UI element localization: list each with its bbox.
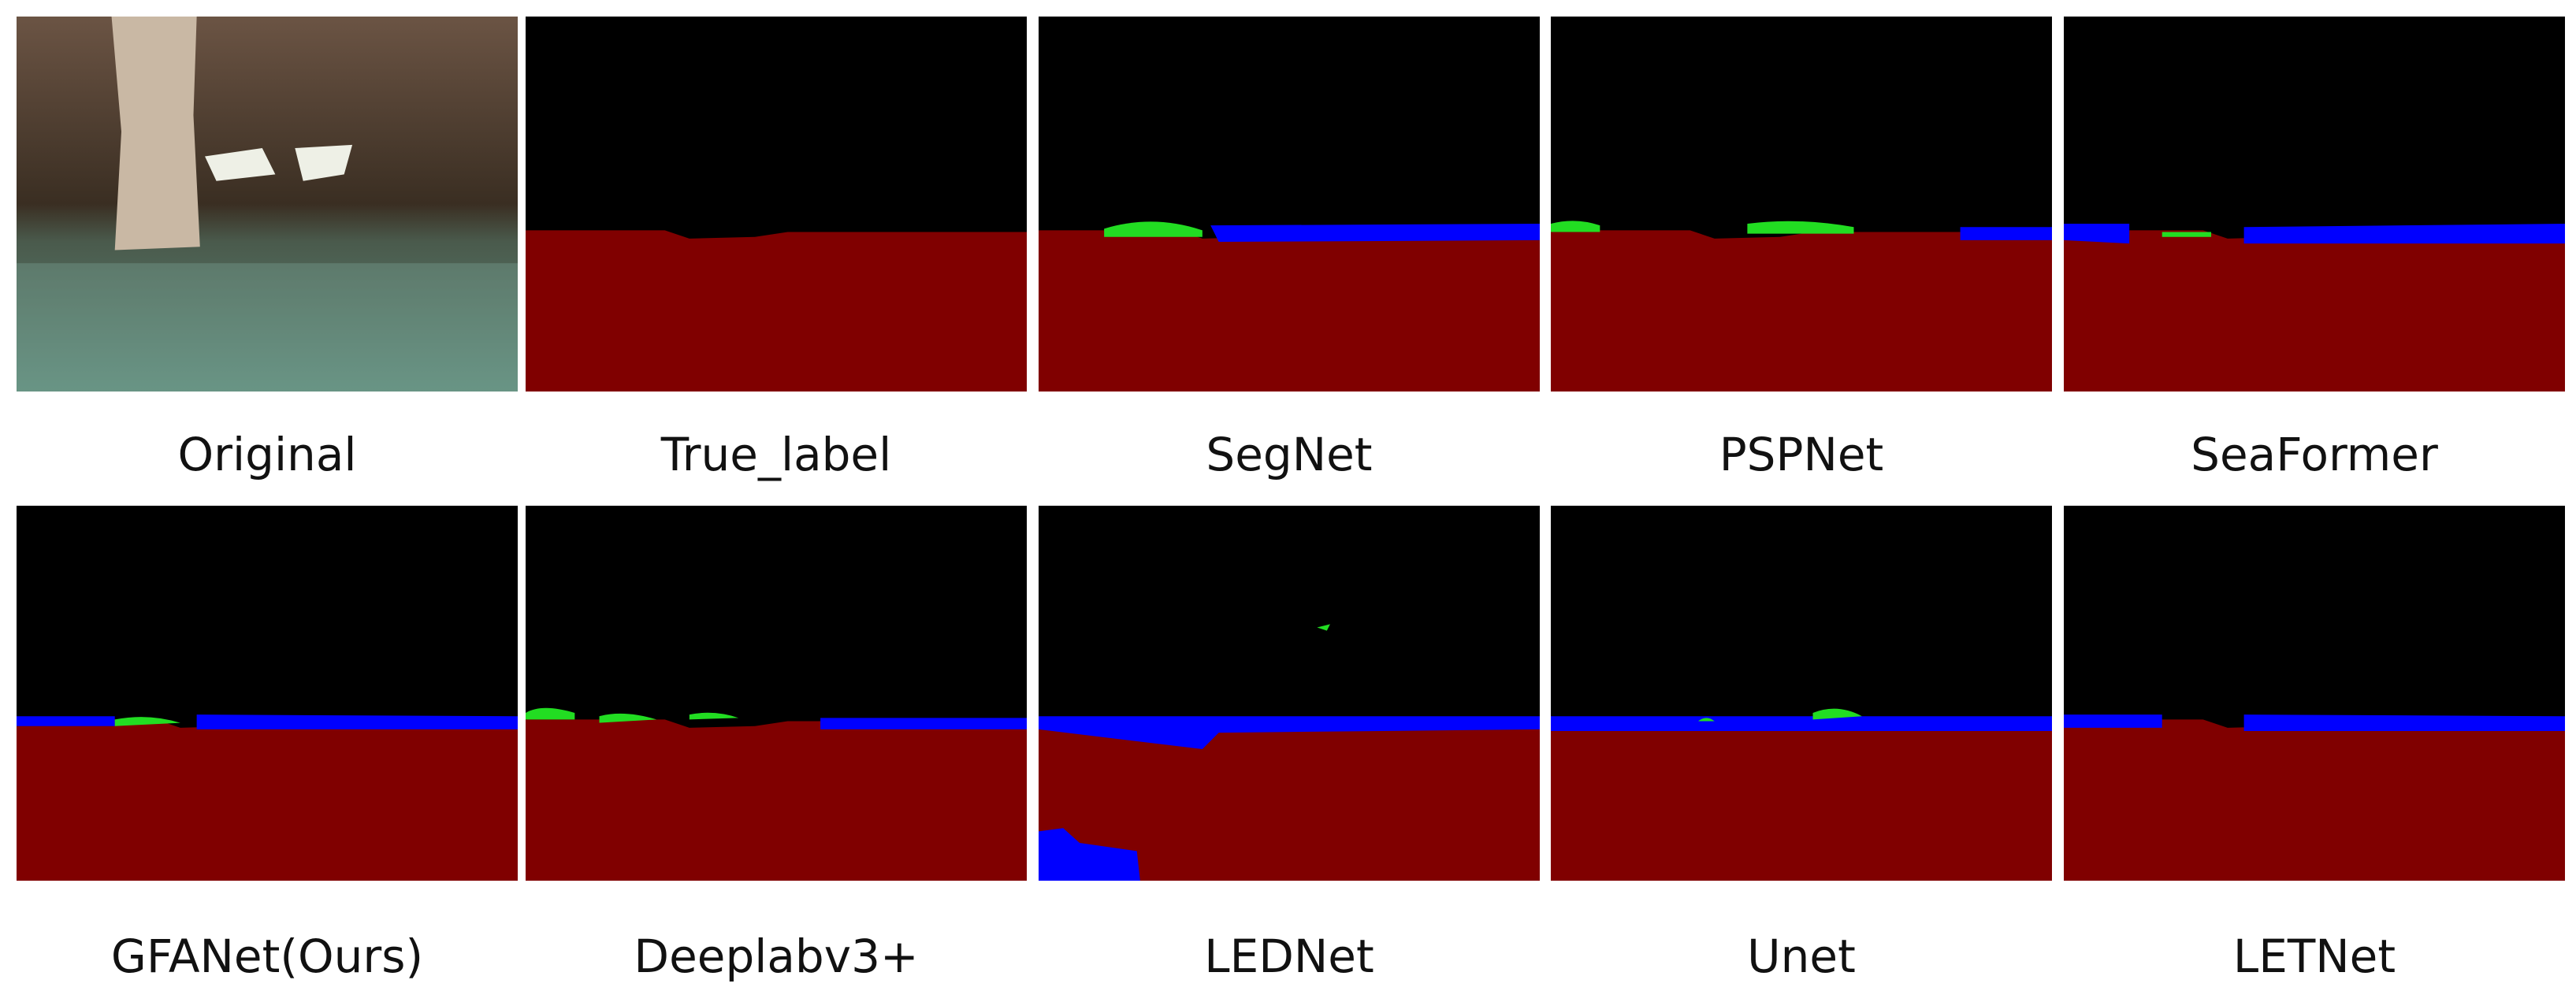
water-class [1039,719,1540,881]
water-class [1551,719,2052,881]
class-region [1039,716,1540,881]
class-region [2064,714,2565,732]
segmentation-mask [1551,506,2052,881]
class-region [1104,221,1203,237]
class-region [820,718,1027,729]
water-class [1039,230,1540,392]
segmentation-mask [17,506,518,881]
original-image [17,17,518,392]
light-opening [205,144,353,181]
panel-label: PSPNet [1719,428,1884,481]
class-region [1551,221,1854,234]
segmentation-mask [2064,506,2565,881]
panel-label: True_label [660,428,892,481]
panel-label: Unet [1747,930,1856,983]
panel-label: LETNet [2232,930,2396,983]
water [17,263,518,392]
water-class [17,719,518,881]
class-region [526,707,739,723]
class-region [1317,624,1330,631]
class-region [2064,224,2565,244]
panel-label: LEDNet [1204,930,1374,983]
water-class [1551,230,2052,392]
class-region [1698,708,1862,722]
panel-label: GFANet(Ours) [110,930,424,983]
segmentation-mask [526,17,1027,392]
water-class [526,230,1027,392]
water-class [526,719,1027,881]
panel-label: SegNet [1206,428,1373,481]
segmentation-mask [1551,17,2052,392]
class-region [1551,716,2052,732]
class-region [1210,224,1540,243]
panel-label: Original [177,428,357,481]
water-class [2064,230,2565,392]
panel-label: Deeplabv3+ [634,930,919,983]
class-region [114,717,180,726]
class-region [1960,227,2052,240]
cave-bg [17,17,518,392]
water-class [2064,719,2565,881]
class-region [2162,232,2212,237]
segmentation-mask [1039,506,1540,881]
segmentation-mask [2064,17,2565,392]
pillar [111,17,200,250]
class-region [17,714,518,729]
panel-label: SeaFormer [2191,428,2438,481]
segmentation-mask [526,506,1027,881]
segmentation-mask [1039,17,1540,392]
